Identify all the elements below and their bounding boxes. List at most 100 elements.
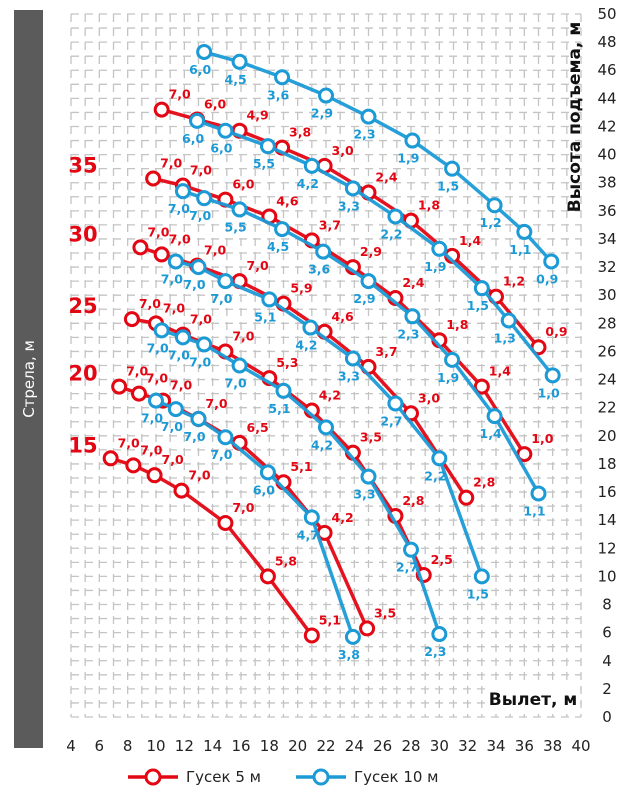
boom-length-label: 25 [68, 294, 97, 318]
y-tick-label: 28 [597, 314, 616, 332]
data-label: 1,2 [480, 215, 502, 230]
data-label: 7,0 [146, 371, 168, 386]
data-label: 7,0 [147, 340, 169, 355]
legend-item-gusek-5[interactable]: Гусек 5 м [128, 768, 261, 786]
data-point [231, 201, 248, 218]
data-label: 6,0 [210, 141, 232, 156]
data-label: 7,0 [183, 429, 205, 444]
x-tick-label: 18 [260, 737, 279, 755]
data-point [530, 485, 547, 502]
data-label: 3,6 [308, 262, 330, 277]
x-tick-label: 4 [66, 737, 76, 755]
boom-length-label: 15 [68, 433, 97, 457]
data-label: 7,0 [247, 258, 269, 273]
data-label: 4,2 [311, 437, 333, 452]
data-label: 5,1 [290, 459, 312, 474]
data-label: 2,8 [402, 493, 424, 508]
side-label-boom: Стрела, м [20, 340, 38, 418]
y-tick-label: 16 [597, 483, 616, 501]
data-point [196, 336, 213, 353]
data-point [174, 329, 191, 346]
series-line [196, 119, 555, 377]
data-label: 7,0 [188, 468, 210, 483]
data-label: 1,0 [531, 431, 553, 446]
data-label: 4,5 [225, 72, 247, 87]
data-label: 2,3 [353, 127, 375, 142]
legend-item-gusek-10[interactable]: Гусек 10 м [296, 768, 439, 786]
data-point [167, 253, 184, 270]
data-label: 7,0 [162, 452, 184, 467]
x-tick-label: 32 [458, 737, 477, 755]
data-point [486, 408, 503, 425]
data-label: 5,3 [276, 355, 298, 370]
data-point [217, 273, 234, 290]
data-label: 6,0 [253, 482, 275, 497]
data-point [217, 514, 234, 531]
data-label: 5,1 [319, 612, 341, 627]
series-gusek-5: 7,0 7,07,07,07,05,85,17,07,0 7,07,06,55,14… [102, 87, 568, 644]
y-tick-label: 18 [597, 455, 616, 473]
data-point [544, 367, 561, 384]
data-label: 7,0 [210, 291, 232, 306]
y-axis-title: Высота подъема, м [565, 22, 585, 212]
series-layer: 7,0 7,07,07,07,05,85,17,07,0 7,07,06,55,14… [102, 43, 568, 662]
data-label: 6,0 [232, 177, 254, 192]
data-point [231, 357, 248, 374]
data-label: 2,9 [360, 244, 382, 259]
curve-boom-15: 7,07,07,07,06,04,73,8 [141, 392, 361, 662]
series-line [161, 107, 540, 349]
data-point [189, 112, 206, 129]
data-point [231, 53, 248, 70]
boom-length-label: 35 [68, 154, 97, 178]
y-tick-label: 40 [597, 146, 616, 164]
data-label: 7,0 [204, 243, 226, 258]
y-tick-label: 2 [602, 680, 612, 698]
data-point [132, 239, 149, 256]
y-tick-label: 24 [597, 371, 616, 389]
data-point [303, 627, 320, 644]
data-point [344, 180, 361, 197]
data-label: 7,0 [169, 87, 191, 102]
data-point [146, 467, 163, 484]
data-label: 7,0 [140, 442, 162, 457]
data-point [360, 108, 377, 125]
data-point [259, 464, 276, 481]
data-point [431, 240, 448, 257]
data-label: 2,7 [396, 560, 418, 575]
data-point [148, 392, 164, 409]
data-point [274, 69, 291, 86]
data-label: 7,0 [168, 201, 190, 216]
data-point [360, 273, 377, 290]
y-tick-label: 46 [597, 61, 616, 79]
data-point [500, 312, 517, 329]
data-point [190, 410, 207, 427]
data-label: 3,0 [332, 143, 354, 158]
x-tick-label: 30 [430, 737, 449, 755]
data-point [315, 243, 332, 260]
data-point [303, 509, 320, 526]
curve-boom-30: 7,0 7,05,54,53,62,92,31,91,41,1 [168, 183, 547, 518]
data-point [196, 43, 213, 60]
data-point [174, 183, 191, 200]
data-label: 3,8 [289, 125, 311, 140]
data-point [153, 322, 170, 339]
x-tick-label: 16 [231, 737, 250, 755]
x-tick-label: 34 [486, 737, 505, 755]
x-tick-label: 28 [401, 737, 420, 755]
data-label: 3,3 [353, 487, 375, 502]
data-label: 6,5 [247, 420, 269, 435]
data-label: 4,5 [267, 239, 289, 254]
data-label: 1,2 [503, 274, 525, 289]
data-label: 2,5 [431, 552, 453, 567]
data-label: 3,5 [360, 430, 382, 445]
y-tick-label: 26 [597, 342, 616, 360]
data-point [404, 132, 421, 149]
x-tick-label: 20 [288, 737, 307, 755]
data-point [125, 457, 142, 474]
data-label: 7,0 [161, 419, 183, 434]
data-label: 7,0 [189, 208, 211, 223]
data-label: 1,3 [494, 331, 516, 346]
data-point [318, 419, 334, 436]
legend-swatch-marker [312, 768, 330, 786]
